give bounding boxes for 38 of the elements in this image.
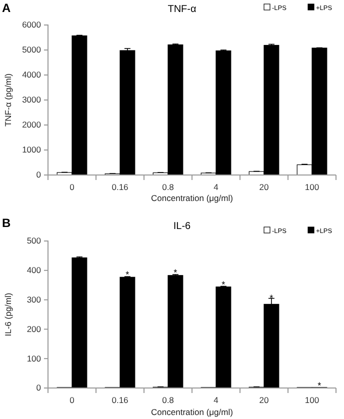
chart-title: TNF-α xyxy=(168,4,196,15)
x-tick-label: 0 xyxy=(70,182,75,192)
x-tick-label: 0.8 xyxy=(162,395,174,406)
text: B xyxy=(2,216,11,230)
x-tick-label: 100 xyxy=(304,395,320,406)
chart-title: IL-6 xyxy=(173,221,192,232)
y-tick-label: 100 xyxy=(26,353,42,364)
x-tick-label: 100 xyxy=(304,182,320,192)
x-tick-label: 4 xyxy=(214,182,219,192)
y-tick-label: 200 xyxy=(26,324,42,334)
annotation: * xyxy=(174,268,178,278)
annotation: * xyxy=(270,292,274,303)
x-tick-label: 4 xyxy=(214,395,219,406)
x-tick-label: 20 xyxy=(259,395,269,406)
y-tick-label: 0 xyxy=(36,170,42,180)
x-tick-label: 0.16 xyxy=(112,182,129,192)
text: A xyxy=(2,1,11,15)
annotation: * xyxy=(126,269,130,280)
x-tick-label: 0.16 xyxy=(112,395,129,406)
y-tick-label: 300 xyxy=(26,294,42,305)
x-tick-label: 0.8 xyxy=(162,182,174,192)
annotation: * xyxy=(222,279,226,290)
y-tick-label: 5000 xyxy=(22,44,42,55)
y-axis-title: TNF-α (pg/ml) xyxy=(3,73,13,127)
y-tick-label: 500 xyxy=(26,236,42,246)
y-tick-label: 3000 xyxy=(22,94,42,105)
y-axis-title: IL-6 (pg/ml) xyxy=(3,292,13,336)
x-tick-label: 0 xyxy=(70,395,75,406)
x-tick-label: 20 xyxy=(259,182,269,192)
y-tick-label: 4000 xyxy=(22,70,42,80)
y-tick-label: 0 xyxy=(36,382,42,393)
x-axis-title: Concentration (μg/ml) xyxy=(151,193,234,203)
y-tick-label: 400 xyxy=(26,265,42,276)
y-tick-label: 2000 xyxy=(22,120,42,130)
y-tick-label: 1000 xyxy=(22,144,42,155)
annotation: * xyxy=(318,380,322,390)
y-tick-label: 6000 xyxy=(22,20,42,30)
x-axis-title: Concentration (μg/ml) xyxy=(151,407,234,417)
